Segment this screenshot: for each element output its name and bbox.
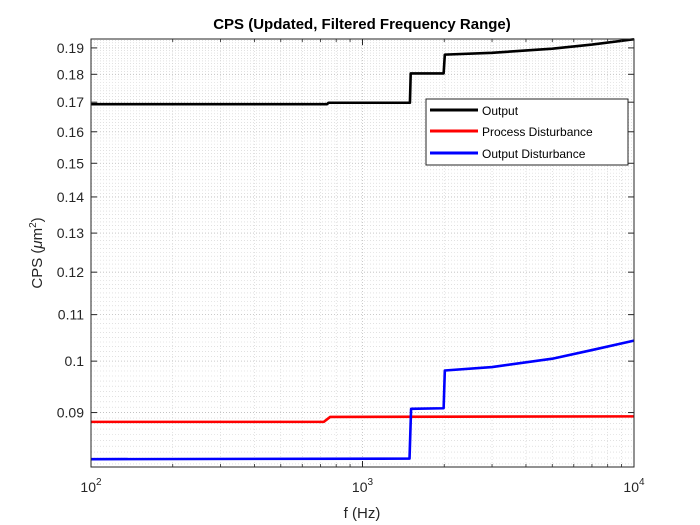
y-tick-label: 0.15 (57, 155, 84, 171)
series-line-output-disturbance (90, 339, 635, 461)
series-line-process-disturbance (91, 415, 635, 424)
y-tick-label: 0.18 (57, 66, 84, 82)
y-tick-label: 0.19 (57, 40, 84, 56)
y-axis-label: CPS (μm2) (28, 217, 46, 288)
x-tick-label: 104 (623, 477, 645, 495)
y-tick-label: 0.16 (57, 124, 84, 140)
legend: Output Process Disturbance Output Distur… (425, 98, 629, 166)
y-tick-label: 0.12 (57, 264, 84, 280)
legend-label-output-disturbance: Output Disturbance (482, 147, 586, 161)
y-tick-label: 0.09 (57, 405, 84, 421)
y-tick-label: 0.1 (65, 353, 85, 369)
y-tick-label: 0.13 (57, 225, 84, 241)
y-tick-label: 0.11 (58, 307, 84, 323)
x-tick-label: 102 (80, 477, 102, 495)
series-line-output (91, 37, 635, 106)
tick-labels: 102 103 104 0.09 0.1 0.11 0.12 0.13 0.14 0.15 0.16… (57, 40, 645, 495)
x-axis-label: f (Hz) (344, 505, 381, 522)
y-tick-label: 0.17 (57, 94, 84, 110)
axis-ticks (90, 39, 635, 467)
legend-label-output: Output (482, 104, 519, 118)
grid-lines (90, 39, 635, 467)
legend-label-process-disturbance: Process Disturbance (482, 125, 593, 139)
x-tick-label: 103 (352, 477, 374, 495)
y-tick-label: 0.14 (57, 189, 84, 205)
chart-title: CPS (Updated, Filtered Frequency Range) (213, 16, 511, 33)
series-lines (90, 37, 635, 461)
